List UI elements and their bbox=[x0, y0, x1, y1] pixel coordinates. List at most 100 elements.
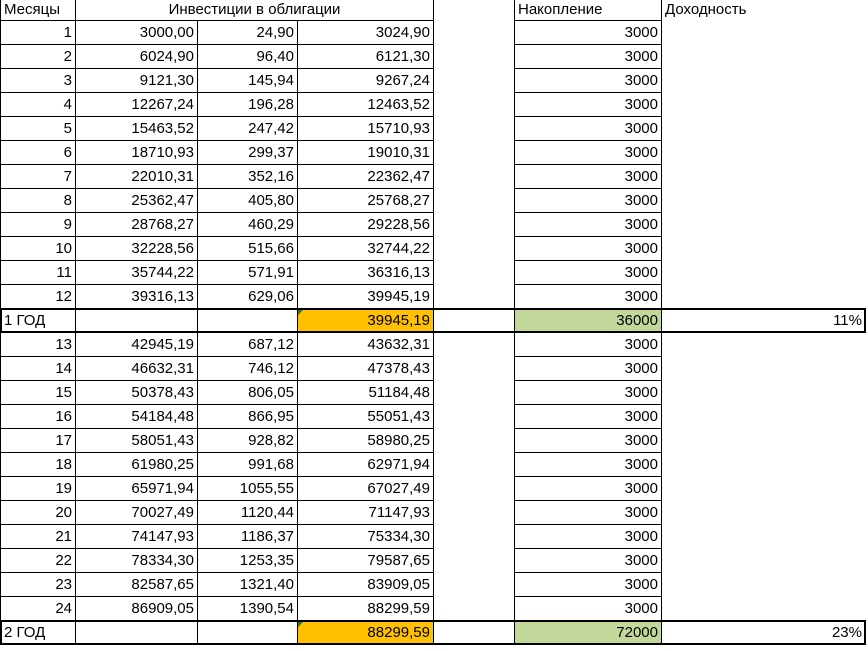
investment-income-cell[interactable]: 866,95 bbox=[198, 405, 298, 429]
accumulation-cell[interactable]: 3000 bbox=[514, 405, 662, 429]
investment-end-cell[interactable]: 25768,27 bbox=[298, 189, 434, 213]
summary-empty-cell[interactable] bbox=[198, 309, 298, 333]
investment-income-cell[interactable]: 145,94 bbox=[198, 69, 298, 93]
investment-income-cell[interactable]: 1186,37 bbox=[198, 525, 298, 549]
yield-cell[interactable] bbox=[662, 405, 866, 429]
investment-income-cell[interactable]: 806,05 bbox=[198, 381, 298, 405]
month-cell[interactable]: 16 bbox=[0, 405, 76, 429]
investment-end-cell[interactable]: 43632,31 bbox=[298, 333, 434, 357]
yield-cell[interactable] bbox=[662, 453, 866, 477]
investment-income-cell[interactable]: 460,29 bbox=[198, 213, 298, 237]
header-accumulation[interactable]: Накопление bbox=[514, 0, 662, 21]
yield-cell[interactable] bbox=[662, 189, 866, 213]
investment-income-cell[interactable]: 1390,54 bbox=[198, 597, 298, 621]
month-cell[interactable]: 21 bbox=[0, 525, 76, 549]
yield-cell[interactable] bbox=[662, 261, 866, 285]
yield-cell[interactable] bbox=[662, 45, 866, 69]
header-months[interactable]: Месяцы bbox=[0, 0, 76, 21]
investment-income-cell[interactable]: 352,16 bbox=[198, 165, 298, 189]
investment-end-cell[interactable]: 62971,94 bbox=[298, 453, 434, 477]
investment-start-cell[interactable]: 3000,00 bbox=[76, 21, 198, 45]
accumulation-cell[interactable]: 3000 bbox=[514, 549, 662, 573]
month-cell[interactable]: 18 bbox=[0, 453, 76, 477]
investment-start-cell[interactable]: 58051,43 bbox=[76, 429, 198, 453]
investment-income-cell[interactable]: 1253,35 bbox=[198, 549, 298, 573]
accumulation-cell[interactable]: 3000 bbox=[514, 237, 662, 261]
investment-start-cell[interactable]: 15463,52 bbox=[76, 117, 198, 141]
month-cell[interactable]: 10 bbox=[0, 237, 76, 261]
month-cell[interactable]: 13 bbox=[0, 333, 76, 357]
investment-income-cell[interactable]: 196,28 bbox=[198, 93, 298, 117]
investment-end-cell[interactable]: 9267,24 bbox=[298, 69, 434, 93]
investment-income-cell[interactable]: 571,91 bbox=[198, 261, 298, 285]
investment-start-cell[interactable]: 54184,48 bbox=[76, 405, 198, 429]
investment-income-cell[interactable]: 629,06 bbox=[198, 285, 298, 309]
investment-start-cell[interactable]: 28768,27 bbox=[76, 213, 198, 237]
month-cell[interactable]: 11 bbox=[0, 261, 76, 285]
accumulation-cell[interactable]: 3000 bbox=[514, 477, 662, 501]
investment-end-cell[interactable]: 55051,43 bbox=[298, 405, 434, 429]
yield-cell[interactable] bbox=[662, 357, 866, 381]
yield-cell[interactable] bbox=[662, 237, 866, 261]
accumulation-cell[interactable]: 3000 bbox=[514, 117, 662, 141]
accumulation-cell[interactable]: 3000 bbox=[514, 357, 662, 381]
investment-start-cell[interactable]: 32228,56 bbox=[76, 237, 198, 261]
investment-end-cell[interactable]: 3024,90 bbox=[298, 21, 434, 45]
yield-cell[interactable] bbox=[662, 93, 866, 117]
investment-start-cell[interactable]: 65971,94 bbox=[76, 477, 198, 501]
investment-end-cell[interactable]: 29228,56 bbox=[298, 213, 434, 237]
month-cell[interactable]: 20 bbox=[0, 501, 76, 525]
investment-end-cell[interactable]: 47378,43 bbox=[298, 357, 434, 381]
month-cell[interactable]: 9 bbox=[0, 213, 76, 237]
investment-start-cell[interactable]: 25362,47 bbox=[76, 189, 198, 213]
investment-end-cell[interactable]: 58980,25 bbox=[298, 429, 434, 453]
yield-cell[interactable] bbox=[662, 213, 866, 237]
investment-end-cell[interactable]: 39945,19 bbox=[298, 285, 434, 309]
yield-cell[interactable] bbox=[662, 597, 866, 621]
header-investments[interactable]: Инвестиции в облигации bbox=[76, 0, 434, 21]
investment-end-cell[interactable]: 67027,49 bbox=[298, 477, 434, 501]
yield-cell[interactable] bbox=[662, 573, 866, 597]
yield-cell[interactable] bbox=[662, 501, 866, 525]
yield-cell[interactable] bbox=[662, 117, 866, 141]
investment-end-cell[interactable]: 12463,52 bbox=[298, 93, 434, 117]
summary-accumulation-cell[interactable]: 72000 bbox=[514, 621, 662, 645]
yield-cell[interactable] bbox=[662, 165, 866, 189]
month-cell[interactable]: 5 bbox=[0, 117, 76, 141]
investment-end-cell[interactable]: 32744,22 bbox=[298, 237, 434, 261]
investment-income-cell[interactable]: 299,37 bbox=[198, 141, 298, 165]
month-cell[interactable]: 12 bbox=[0, 285, 76, 309]
investment-end-cell[interactable]: 75334,30 bbox=[298, 525, 434, 549]
investment-income-cell[interactable]: 1120,44 bbox=[198, 501, 298, 525]
investment-start-cell[interactable]: 74147,93 bbox=[76, 525, 198, 549]
yield-cell[interactable] bbox=[662, 285, 866, 309]
investment-start-cell[interactable]: 70027,49 bbox=[76, 501, 198, 525]
month-cell[interactable]: 2 bbox=[0, 45, 76, 69]
month-cell[interactable]: 24 bbox=[0, 597, 76, 621]
accumulation-cell[interactable]: 3000 bbox=[514, 501, 662, 525]
investment-start-cell[interactable]: 42945,19 bbox=[76, 333, 198, 357]
month-cell[interactable]: 3 bbox=[0, 69, 76, 93]
accumulation-cell[interactable]: 3000 bbox=[514, 93, 662, 117]
accumulation-cell[interactable]: 3000 bbox=[514, 45, 662, 69]
summary-empty-cell[interactable] bbox=[76, 621, 198, 645]
investment-start-cell[interactable]: 9121,30 bbox=[76, 69, 198, 93]
month-cell[interactable]: 15 bbox=[0, 381, 76, 405]
investment-end-cell[interactable]: 36316,13 bbox=[298, 261, 434, 285]
month-cell[interactable]: 4 bbox=[0, 93, 76, 117]
month-cell[interactable]: 7 bbox=[0, 165, 76, 189]
accumulation-cell[interactable]: 3000 bbox=[514, 429, 662, 453]
yield-cell[interactable] bbox=[662, 141, 866, 165]
accumulation-cell[interactable]: 3000 bbox=[514, 573, 662, 597]
header-yield[interactable]: Доходность bbox=[665, 1, 747, 18]
investment-income-cell[interactable]: 515,66 bbox=[198, 237, 298, 261]
month-cell[interactable]: 19 bbox=[0, 477, 76, 501]
summary-yield-cell[interactable]: 11% bbox=[662, 309, 866, 333]
investment-income-cell[interactable]: 928,82 bbox=[198, 429, 298, 453]
investment-start-cell[interactable]: 50378,43 bbox=[76, 381, 198, 405]
investment-end-cell[interactable]: 15710,93 bbox=[298, 117, 434, 141]
yield-cell[interactable] bbox=[662, 69, 866, 93]
investment-start-cell[interactable]: 86909,05 bbox=[76, 597, 198, 621]
month-cell[interactable]: 23 bbox=[0, 573, 76, 597]
yield-cell[interactable] bbox=[662, 525, 866, 549]
